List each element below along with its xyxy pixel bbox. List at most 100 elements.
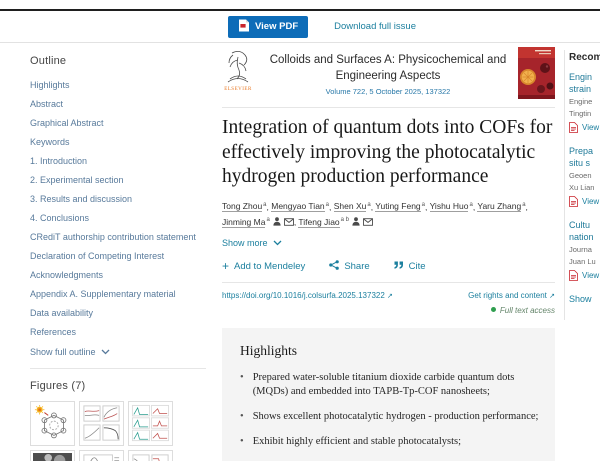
rights-and-content-link[interactable]: Get rights and content ↗ [468,291,555,300]
outline-item[interactable]: CRediT authorship contribution statement [30,232,196,242]
outline-item[interactable]: Data availability [30,308,94,318]
author-name[interactable]: Tifeng Jiaoa b [298,217,373,229]
outline-item[interactable]: 3. Results and discussion [30,194,133,204]
share-button[interactable]: Share [329,260,370,273]
figures-thumbnail-grid [30,401,180,461]
figure-thumbnail-5[interactable] [79,450,124,461]
elsevier-logo[interactable]: ELSEVIER [222,50,254,92]
show-full-outline-link[interactable]: Show full outline [30,347,215,357]
figures-title: Figures (7) [30,380,86,392]
top-rule [0,9,600,11]
outline-item[interactable]: Declaration of Competing Interest [30,251,165,261]
cite-button[interactable]: Cite [394,261,426,272]
outline-item[interactable]: Acknowledgments [30,270,104,280]
rights-label: Get rights and content [468,291,547,301]
view-pdf-link[interactable]: View PDF [569,122,600,133]
article-title: Integration of quantum dots into COFs fo… [222,117,553,187]
person-icon [352,217,360,226]
show-full-outline-label: Show full outline [30,347,96,357]
author-name[interactable]: Yishu Huoa [429,201,473,213]
figure-thumbnail-6[interactable] [128,450,173,461]
envelope-icon [283,218,294,226]
author-name[interactable]: Yaru Zhanga [477,201,526,213]
envelope-icon [363,218,373,226]
access-row: Full text access [222,306,555,315]
add-to-mendeley-button[interactable]: + Add to Mendeley [222,260,306,273]
author-name[interactable]: Mengyao Tiana [271,201,329,213]
article-main: ELSEVIER Colloids and Surfaces A: Physic… [222,43,555,461]
recommended-article-title[interactable]: Engin strain [569,72,600,95]
outline-item[interactable]: Appendix A. Supplementary material [30,289,176,299]
add-to-mendeley-label: Add to Mendeley [234,261,306,273]
recommended-title-line[interactable]: situ s [569,157,591,168]
recommended-article-journal: Journa [569,245,592,254]
figure-thumbnail-2[interactable] [79,401,124,446]
outline-item[interactable]: Keywords [30,137,70,147]
figure-thumbnail-4[interactable] [30,450,75,461]
outline-item[interactable]: References [30,327,77,337]
journal-name-line1[interactable]: Colloids and Surfaces A: Physicochemical… [269,54,507,66]
view-pdf-button[interactable]: View PDF [228,15,309,38]
view-pdf-link-label: View PDF [582,271,600,280]
journal-header: ELSEVIER Colloids and Surfaces A: Physic… [222,43,555,107]
journal-volume-link[interactable]: Volume 722, 5 October 2025, 137322 [325,87,451,96]
recommended-article-title[interactable]: Prepa situ s [569,146,600,169]
outline-item[interactable]: 2. Experimental section [30,175,124,185]
journal-name-line2[interactable]: Engineering Aspects [335,70,441,82]
figure-thumbnail-1[interactable] [30,401,75,446]
doi-link[interactable]: https://doi.org/10.1016/j.colsurfa.2025.… [222,291,393,300]
outline-item[interactable]: 4. Conclusions [30,213,90,223]
full-text-access-label: Full text access [499,306,555,316]
recommended-article-journal: Geoen [569,171,592,180]
highlight-text: Prepared water-soluble titanium dioxide … [252,372,515,398]
show-more-link[interactable]: Show more [222,238,292,248]
outline-item[interactable]: 1. Introduction [30,156,88,166]
doi-text: https://doi.org/10.1016/j.colsurfa.2025.… [222,291,385,301]
highlight-item: • Prepared water-soluble titanium dioxide… [240,371,540,399]
journal-title-block: Colloids and Surfaces A: Physicochemical… [264,52,512,96]
journal-cover-image[interactable] [518,47,555,99]
author-name[interactable]: Yuting Fenga [375,201,425,213]
outline-item[interactable]: Abstract [30,99,64,109]
author-name[interactable]: Shen Xua [333,201,371,213]
view-pdf-link[interactable]: View PDF [569,196,600,207]
recommended-article-authors: Tingtin [569,108,592,118]
recommended-title-line[interactable]: strain [569,83,592,94]
author-name[interactable]: Jinming Maa [222,217,294,229]
highlights-box: Highlights • Prepared water-soluble titan… [222,328,555,461]
outline-sidebar: Outline Highlights Abstract Graphical Abst… [0,43,215,461]
authors-line: Tong Zhoua, Mengyao Tiana, Shen Xua, Yut… [222,201,528,229]
pdf-icon [569,270,578,281]
recommended-article-authors: Xu Lian [569,182,595,192]
recommended-title-line[interactable]: Prepa [569,146,594,156]
action-bar: + Add to Mendeley Share Cite [222,260,555,273]
view-pdf-link[interactable]: View PDF [569,270,600,281]
figure-thumbnail-3[interactable] [128,401,173,446]
person-icon [273,217,281,226]
external-link-icon: ↗ [549,293,555,301]
highlight-text: Shows excellent photocatalytic hydrogen … [252,411,539,423]
full-text-access-dot [490,307,496,313]
pdf-icon [569,122,578,133]
author-name[interactable]: Tong Zhoua [222,201,267,213]
pdf-icon [238,19,250,35]
recommended-title-line[interactable]: Cultu [569,220,591,230]
elsevier-logo-text: ELSEVIER [224,87,252,92]
download-full-issue-link[interactable]: Download full issue [334,21,416,32]
recommended-show-more-link[interactable]: Show [569,294,592,304]
outline-item[interactable]: Graphical Abstract [30,118,104,128]
highlights-title: Highlights [240,343,298,359]
bullet-icon: • [240,372,244,384]
show-more-label: Show more [222,238,268,249]
highlight-item: • Exhibit highly efficient and stable pho… [240,435,540,449]
share-label: Share [344,261,370,273]
recommended-article-title[interactable]: Cultu nation [569,220,600,243]
action-bar-divider [222,282,555,284]
recommended-title-line[interactable]: nation [569,231,594,242]
outline-item[interactable]: Highlights [30,80,70,90]
pdf-icon [569,196,578,207]
recommended-title-line[interactable]: Engin [569,72,593,82]
